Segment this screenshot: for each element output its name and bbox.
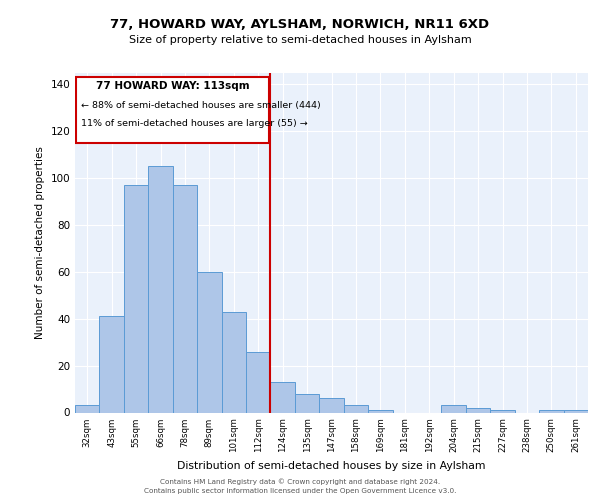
Y-axis label: Number of semi-detached properties: Number of semi-detached properties: [35, 146, 45, 339]
Text: 77 HOWARD WAY: 113sqm: 77 HOWARD WAY: 113sqm: [96, 80, 250, 90]
Bar: [246, 352, 271, 412]
Text: Size of property relative to semi-detached houses in Aylsham: Size of property relative to semi-detach…: [128, 35, 472, 45]
Bar: [221, 312, 246, 412]
Bar: [76, 77, 269, 143]
Bar: [75, 406, 100, 412]
Text: Contains public sector information licensed under the Open Government Licence v3: Contains public sector information licen…: [144, 488, 456, 494]
Bar: [100, 316, 124, 412]
Text: ← 88% of semi-detached houses are smaller (444): ← 88% of semi-detached houses are smalle…: [81, 100, 321, 110]
X-axis label: Distribution of semi-detached houses by size in Aylsham: Distribution of semi-detached houses by …: [177, 460, 486, 470]
Text: 11% of semi-detached houses are larger (55) →: 11% of semi-detached houses are larger (…: [81, 120, 308, 128]
Bar: [124, 185, 148, 412]
Bar: [442, 406, 466, 412]
Text: Contains HM Land Registry data © Crown copyright and database right 2024.: Contains HM Land Registry data © Crown c…: [160, 478, 440, 485]
Bar: [295, 394, 319, 412]
Bar: [173, 185, 197, 412]
Text: 77, HOWARD WAY, AYLSHAM, NORWICH, NR11 6XD: 77, HOWARD WAY, AYLSHAM, NORWICH, NR11 6…: [110, 18, 490, 30]
Bar: [490, 410, 515, 412]
Bar: [148, 166, 173, 412]
Bar: [466, 408, 490, 412]
Bar: [344, 406, 368, 412]
Bar: [563, 410, 588, 412]
Bar: [319, 398, 344, 412]
Bar: [368, 410, 392, 412]
Bar: [271, 382, 295, 412]
Bar: [539, 410, 563, 412]
Bar: [197, 272, 221, 412]
